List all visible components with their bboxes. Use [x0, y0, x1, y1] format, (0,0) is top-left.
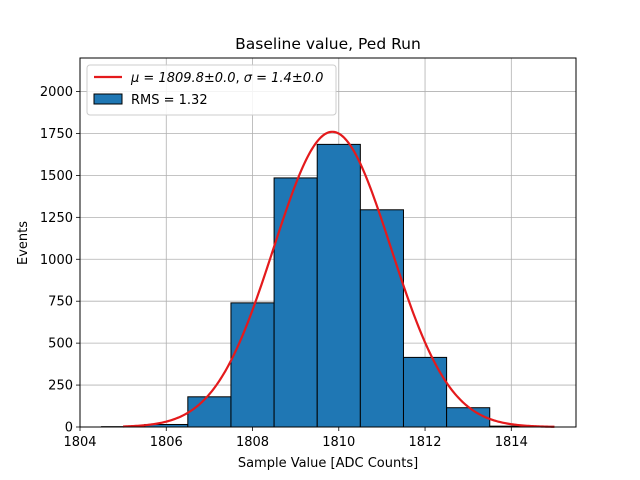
x-tick-label: 1808	[236, 435, 269, 450]
legend-fit-sigma: σ = 1.4±0.0	[244, 71, 324, 86]
y-tick-label: 500	[48, 337, 73, 352]
gaussian-fit-curve	[123, 130, 555, 428]
legend-fit-label: μ = 1809.8±0.0, σ = 1.4±0.0	[130, 71, 323, 86]
histogram-bars	[101, 143, 534, 428]
y-tick-label: 1750	[40, 127, 73, 142]
y-tick-label: 750	[48, 295, 73, 310]
x-tick-label: 1812	[408, 435, 441, 450]
x-tick-label: 1810	[322, 435, 355, 450]
legend-histogram-label: RMS = 1.32	[131, 93, 208, 108]
histogram-bar	[402, 356, 448, 428]
x-tick-label: 1804	[63, 435, 96, 450]
legend: μ = 1809.8±0.0, σ = 1.4±0.0 RMS = 1.32	[86, 64, 337, 116]
chart-title: Baseline value, Ped Run	[235, 35, 421, 53]
legend-box	[86, 64, 337, 116]
histogram-bar	[230, 302, 275, 428]
y-tick-label: 0	[65, 421, 73, 436]
y-axis-label: Events	[16, 221, 31, 265]
legend-fit-sep: ,	[235, 71, 243, 86]
histogram-bar	[359, 209, 404, 428]
legend-fit-mu: μ = 1809.8±0.0	[130, 71, 235, 86]
x-axis-label: Sample Value [ADC Counts]	[238, 456, 418, 471]
y-axis-ticks: 0 250 500 750 1000 1250 1500 1750 2000	[40, 85, 80, 436]
y-tick-label: 2000	[40, 85, 73, 100]
y-tick-label: 1000	[40, 253, 73, 268]
y-tick-label: 1500	[40, 169, 73, 184]
plot-frame	[79, 57, 577, 428]
y-tick-label: 250	[48, 379, 73, 394]
x-tick-label: 1814	[495, 435, 528, 450]
histogram-bar	[316, 143, 361, 428]
x-tick-label: 1806	[150, 435, 183, 450]
legend-histogram-swatch	[93, 93, 123, 105]
histogram-bar	[187, 396, 232, 428]
histogram-bar	[273, 177, 318, 428]
x-axis-ticks: 1804 1806 1808 1810 1812 1814	[63, 427, 528, 450]
y-tick-label: 1250	[40, 211, 73, 226]
